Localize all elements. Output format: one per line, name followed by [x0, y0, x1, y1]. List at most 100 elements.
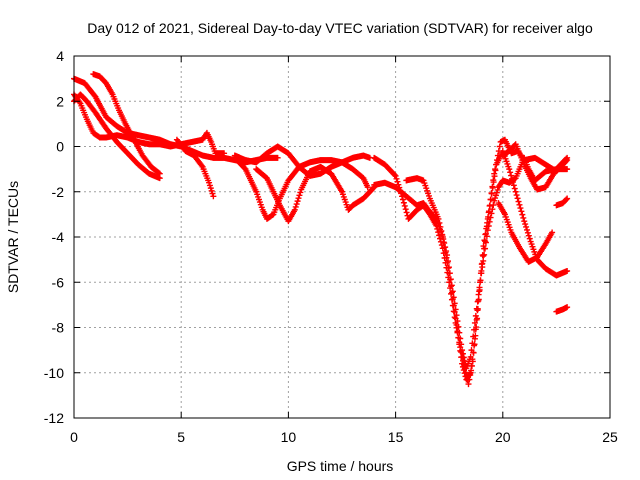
data-point — [510, 182, 517, 189]
y-tick-label: 0 — [56, 139, 64, 155]
data-point — [484, 227, 491, 234]
data-point — [456, 329, 463, 336]
data-point — [460, 354, 467, 361]
data-point — [403, 209, 410, 216]
y-tick-label: -2 — [52, 184, 65, 200]
data-point — [486, 218, 493, 225]
data-point — [524, 229, 531, 236]
data-point — [477, 277, 484, 284]
data-point — [438, 227, 445, 234]
x-tick-label: 0 — [70, 429, 78, 445]
data-point — [370, 185, 377, 192]
series-track-7 — [231, 154, 371, 222]
data-point — [490, 179, 497, 186]
data-point — [206, 182, 213, 189]
data-point — [525, 232, 532, 239]
data-point — [478, 270, 485, 277]
data-point — [496, 143, 503, 150]
data-point — [488, 210, 495, 217]
x-axis-label: GPS time / hours — [287, 458, 394, 474]
data-point — [518, 208, 525, 215]
data-point — [523, 226, 530, 233]
data-point — [506, 166, 513, 173]
data-point — [564, 195, 571, 202]
data-point — [461, 370, 468, 377]
data-point — [209, 190, 216, 197]
series-track-11 — [403, 154, 571, 372]
x-tick-label: 5 — [177, 429, 185, 445]
data-point — [489, 206, 496, 213]
data-point — [443, 248, 450, 255]
data-point — [445, 264, 452, 271]
data-point — [520, 214, 527, 221]
data-point — [435, 215, 442, 222]
series-track-10 — [371, 148, 571, 383]
data-point — [479, 264, 486, 271]
data-point — [476, 284, 483, 291]
data-point — [454, 318, 461, 325]
data-point — [564, 304, 571, 311]
y-tick-label: -6 — [52, 274, 65, 290]
y-tick-label: 2 — [56, 93, 64, 109]
data-point — [470, 333, 477, 340]
y-tick-label: 4 — [56, 48, 64, 64]
data-point — [492, 192, 499, 199]
data-point — [393, 175, 400, 182]
series-track-3 — [71, 91, 163, 182]
data-point — [564, 154, 571, 161]
data-point — [392, 172, 399, 179]
data-point — [453, 312, 460, 319]
data-point — [473, 316, 480, 323]
data-point — [440, 236, 447, 243]
data-point — [364, 184, 371, 191]
data-point — [564, 267, 571, 274]
data-point — [491, 173, 498, 180]
data-point — [458, 341, 465, 348]
data-point — [487, 214, 494, 221]
data-point — [482, 245, 489, 252]
data-point — [469, 340, 476, 347]
data-point — [508, 172, 515, 179]
data-point — [512, 188, 519, 195]
data-point — [274, 154, 281, 161]
data-point — [468, 347, 475, 354]
data-point — [487, 196, 494, 203]
data-points — [71, 71, 571, 388]
data-point — [516, 201, 523, 208]
data-point — [526, 235, 533, 242]
series-track-5 — [173, 136, 217, 200]
data-point — [441, 240, 448, 247]
data-point — [549, 229, 556, 236]
data-point — [436, 219, 443, 226]
data-point — [507, 169, 514, 176]
data-point — [444, 252, 451, 259]
data-point — [523, 223, 530, 230]
chart-title: Day 012 of 2021, Sidereal Day-to-day VTE… — [87, 20, 593, 36]
series-track-15 — [553, 304, 571, 315]
data-point — [515, 198, 522, 205]
data-point — [517, 205, 524, 212]
data-point — [447, 276, 454, 283]
x-tick-label: 25 — [602, 429, 618, 445]
data-point — [459, 347, 466, 354]
data-point — [291, 206, 298, 213]
data-point — [76, 99, 83, 106]
data-point — [474, 298, 481, 305]
y-tick-label: -4 — [52, 229, 65, 245]
data-point — [473, 305, 480, 312]
data-point — [467, 353, 474, 360]
data-point — [514, 195, 521, 202]
data-point — [210, 193, 217, 200]
data-point — [452, 306, 459, 313]
data-point — [296, 192, 303, 199]
data-point — [457, 335, 464, 342]
data-point — [439, 231, 446, 238]
series-track-12 — [499, 141, 571, 193]
series-track-14 — [553, 195, 571, 209]
data-point — [519, 211, 526, 218]
data-point — [481, 251, 488, 258]
data-point — [448, 283, 455, 290]
data-point — [437, 223, 444, 230]
grid — [74, 56, 610, 418]
